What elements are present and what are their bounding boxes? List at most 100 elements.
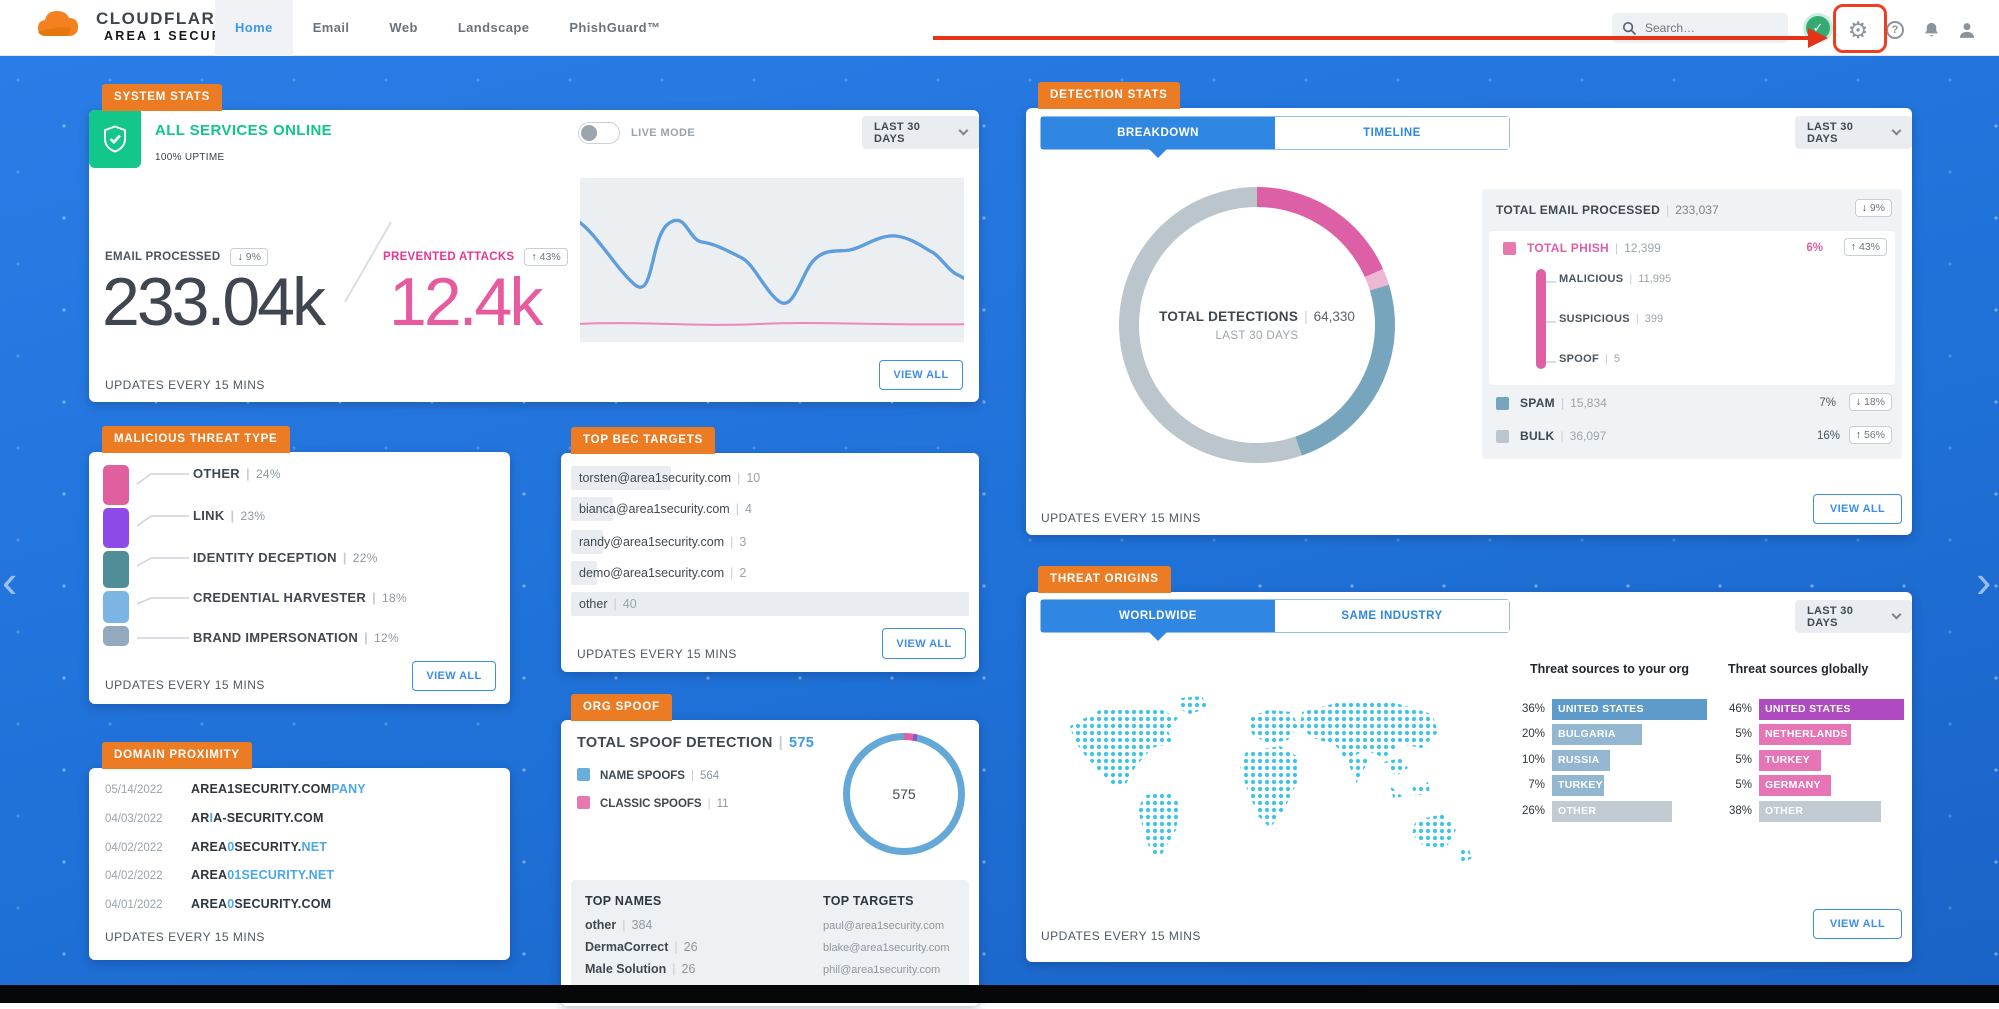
system-view-all-button[interactable]: VIEW ALL <box>879 360 963 390</box>
live-mode-toggle[interactable] <box>578 122 620 144</box>
malicious-threat-type-card: OTHER 24% LINK 23% IDENTITY DECEPTION 22% C… <box>89 452 510 704</box>
services-status: ALL SERVICES ONLINE <box>155 122 333 139</box>
arrow-up-icon <box>1851 241 1856 253</box>
annotation-highlight-box <box>1833 4 1887 53</box>
tick <box>1546 361 1556 363</box>
threat-type-label: CREDENTIAL HARVESTER <box>193 590 367 605</box>
gear-icon[interactable]: ⚙ <box>1847 16 1869 43</box>
tab-worldwide[interactable]: WORLDWIDE <box>1041 600 1275 641</box>
chevron-down-icon <box>1891 125 1902 136</box>
user-icon[interactable] <box>1954 17 1980 43</box>
nav-item-home[interactable]: Home <box>215 0 293 56</box>
phish-swatch <box>1503 242 1516 255</box>
mtt-view-all-button[interactable]: VIEW ALL <box>412 661 496 691</box>
detection-updates-note: UPDATES EVERY 15 MINS <box>1041 511 1201 525</box>
org-spoof-card: TOTAL SPOOF DETECTION575 NAME SPOOFS564 … <box>561 720 979 1006</box>
threat-type-row: CREDENTIAL HARVESTER 18% <box>193 590 407 605</box>
spoof-legend-name: NAME SPOOFS564 <box>577 768 719 782</box>
threat-type-label: BRAND IMPERSONATION <box>193 630 359 645</box>
threat-type-row: OTHER 24% <box>193 466 281 481</box>
connector-line <box>136 597 189 605</box>
domain-updates-note: UPDATES EVERY 15 MINS <box>105 930 265 944</box>
tick <box>1546 321 1556 323</box>
domain-row: 05/14/2022 AREA1SECURITY.COMPANY <box>105 782 366 796</box>
mtt-updates-note: UPDATES EVERY 15 MINS <box>105 678 265 692</box>
prevented-attacks-trend-badge: 43% <box>524 248 568 266</box>
bec-view-all-button[interactable]: VIEW ALL <box>882 628 966 659</box>
bec-bar <box>571 592 969 616</box>
threat-view-all-button[interactable]: VIEW ALL <box>1813 909 1902 939</box>
bec-count: 4 <box>744 502 752 516</box>
segment-credential-harvester <box>103 591 129 623</box>
system-updates-note: UPDATES EVERY 15 MINS <box>105 378 265 392</box>
top-bec-targets-card: torsten@area1security.com 10 bianca@area1… <box>561 453 979 672</box>
tab-same-industry[interactable]: SAME INDUSTRY <box>1275 600 1509 632</box>
domain-date: 05/14/2022 <box>105 784 163 796</box>
search-input[interactable] <box>1645 21 1765 35</box>
carousel-left-icon[interactable]: ‹ <box>2 555 18 607</box>
threat-origins-tag: THREAT ORIGINS <box>1038 566 1171 593</box>
connector-line <box>136 557 189 567</box>
phish-pct: 6% <box>1806 242 1823 254</box>
domain-row: 04/02/2022 AREA01SECURITY.NET <box>105 868 335 882</box>
segment-brand-impersonation <box>103 626 129 646</box>
detection-range-dropdown[interactable]: LAST 30 DAYS <box>1795 116 1912 149</box>
total-email-trend-badge: 9% <box>1854 199 1892 217</box>
phish-sub-row: SUSPICIOUS399 <box>1559 313 1663 325</box>
threat-updates-note: UPDATES EVERY 15 MINS <box>1041 929 1201 943</box>
bec-email: torsten@area1security.com <box>579 471 732 485</box>
annotation-arrow-head <box>1808 28 1828 48</box>
search-icon <box>1622 21 1637 35</box>
global-source-row: 38% OTHER <box>1712 800 1881 822</box>
classic-spoofs-swatch <box>577 796 590 809</box>
global-source-row: 5% GERMANY <box>1712 774 1831 796</box>
bec-bar <box>571 497 613 521</box>
phish-bar <box>1536 269 1546 369</box>
email-processed-row: EMAIL PROCESSED 9% <box>105 248 268 266</box>
detection-stats-card: BREAKDOWN TIMELINE LAST 30 DAYS TOTAL DE… <box>1026 108 1912 535</box>
system-stats-card: ALL SERVICES ONLINE 100% UPTIME LIVE MOD… <box>89 110 979 402</box>
annotation-arrow-line <box>933 36 1811 40</box>
bulk-pct: 16% <box>1816 430 1840 442</box>
org-source-row: 20% BULGARIA <box>1500 723 1642 745</box>
main-nav: Home Email Web Landscape PhishGuard™ <box>215 0 680 56</box>
domain-row: 04/02/2022 AREA0SECURITY.NET <box>105 840 328 854</box>
spoof-legend-classic: CLASSIC SPOOFS11 <box>577 796 729 810</box>
bec-row: torsten@area1security.com 10 <box>571 466 969 490</box>
help-icon[interactable] <box>1882 17 1908 43</box>
segment-identity-deception <box>103 551 129 588</box>
phish-sub-row: SPOOF5 <box>1559 353 1620 365</box>
threat-origins-card: WORLDWIDE SAME INDUSTRY LAST 30 DAYS Thr… <box>1026 592 1912 962</box>
tab-timeline[interactable]: TIMELINE <box>1275 117 1509 149</box>
nav-item-landscape[interactable]: Landscape <box>457 20 530 35</box>
nav-item-web[interactable]: Web <box>389 20 418 35</box>
bec-email: randy@area1security.com <box>579 535 725 549</box>
threat-type-label: LINK <box>193 508 225 523</box>
brand-line1: CLOUDFLARE <box>96 9 229 28</box>
nav-item-email[interactable]: Email <box>312 20 350 35</box>
segment-other <box>103 465 129 505</box>
segment-link <box>103 508 129 548</box>
bell-icon[interactable] <box>1918 17 1944 43</box>
detection-view-all-button[interactable]: VIEW ALL <box>1813 494 1902 524</box>
threat-origin-tabs: WORLDWIDE SAME INDUSTRY <box>1040 599 1510 641</box>
toggle-knob <box>581 124 597 141</box>
org-spoof-tag: ORG SPOOF <box>571 694 672 721</box>
detection-tabs: BREAKDOWN TIMELINE <box>1040 116 1510 158</box>
prevented-attacks-value: 12.4k <box>389 264 543 340</box>
spoof-title-row: TOTAL SPOOF DETECTION 575 <box>577 735 814 751</box>
threat-range-dropdown[interactable]: LAST 30 DAYS <box>1795 600 1912 633</box>
phish-trend-badge: 43% <box>1843 238 1887 256</box>
org-source-row: 26% OTHER <box>1500 800 1672 822</box>
carousel-right-icon[interactable]: › <box>1976 555 1992 607</box>
system-range-dropdown[interactable]: LAST 30 DAYS <box>862 116 979 149</box>
arrow-down-icon <box>1862 202 1867 214</box>
live-mode-label: LIVE MODE <box>631 127 696 139</box>
spoof-total: 575 <box>788 735 815 751</box>
tab-breakdown[interactable]: BREAKDOWN <box>1041 117 1275 158</box>
spam-pct: 7% <box>1819 397 1836 409</box>
nav-item-phishguard[interactable]: PhishGuard™ <box>569 20 661 35</box>
bec-bar <box>571 561 597 585</box>
bulk-trend-badge: 56% <box>1848 426 1892 444</box>
top-navigation-bar: CLOUDFLARE AREA 1 SECURITY Home Email We… <box>0 0 1999 56</box>
